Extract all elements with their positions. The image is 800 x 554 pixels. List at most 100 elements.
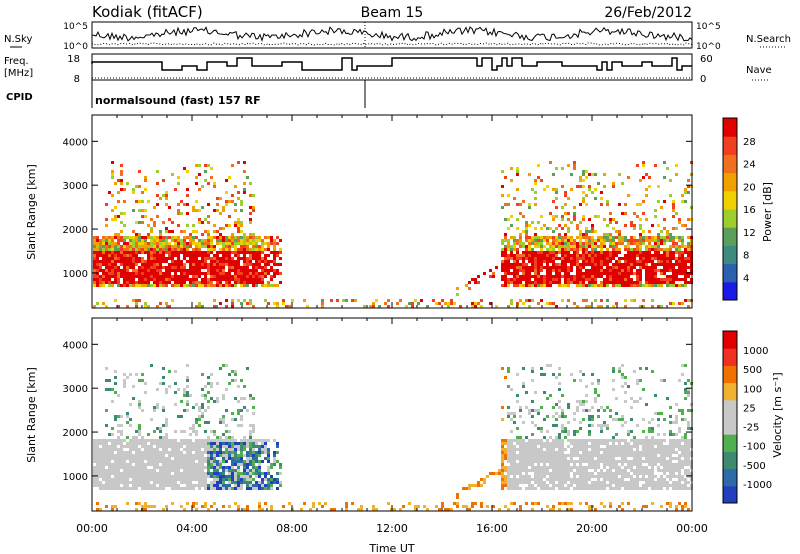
heatmap-cell [213, 442, 216, 445]
heatmap-cell [534, 254, 537, 257]
heatmap-cell [597, 263, 600, 266]
heatmap-cell [582, 448, 585, 451]
heatmap-cell [162, 367, 165, 370]
heatmap-cell [255, 487, 258, 490]
heatmap-cell [108, 379, 111, 382]
heatmap-cell [561, 415, 564, 418]
heatmap-cell [132, 281, 135, 284]
heatmap-cell [144, 269, 147, 272]
heatmap-cell [522, 442, 525, 445]
heatmap-cell [567, 251, 570, 254]
heatmap-cell [651, 451, 654, 454]
heatmap-cell [204, 421, 207, 424]
heatmap-cell [486, 475, 489, 478]
heatmap-cell [147, 236, 150, 239]
heatmap-cell [615, 302, 618, 305]
heatmap-cell [114, 382, 117, 385]
heatmap-cell [609, 269, 612, 272]
heatmap-cell [207, 251, 210, 254]
heatmap-cell [654, 251, 657, 254]
heatmap-cell [108, 388, 111, 391]
heatmap-cell [630, 263, 633, 266]
heatmap-cell [210, 445, 213, 448]
heatmap-cell [627, 460, 630, 463]
heatmap-cell [600, 305, 603, 308]
heatmap-cell [213, 502, 216, 505]
heatmap-cell [162, 469, 165, 472]
heatmap-cell [96, 478, 99, 481]
heatmap-cell [582, 466, 585, 469]
heatmap-cell [525, 266, 528, 269]
heatmap-cell [141, 436, 144, 439]
heatmap-cell [264, 478, 267, 481]
heatmap-cell [546, 364, 549, 367]
heatmap-cell [615, 266, 618, 269]
heatmap-cell [651, 260, 654, 263]
heatmap-cell [126, 275, 129, 278]
heatmap-cell [177, 487, 180, 490]
heatmap-cell [621, 478, 624, 481]
heatmap-cell [630, 221, 633, 224]
heatmap-cell [549, 242, 552, 245]
heatmap-cell [561, 463, 564, 466]
heatmap-cell [618, 481, 621, 484]
heatmap-cell [186, 245, 189, 248]
heatmap-cell [594, 266, 597, 269]
heatmap-cell [198, 302, 201, 305]
heatmap-cell [141, 221, 144, 224]
heatmap-cell [666, 257, 669, 260]
heatmap-cell [129, 439, 132, 442]
heatmap-cell [138, 475, 141, 478]
heatmap-cell [132, 448, 135, 451]
heatmap-cell [480, 502, 483, 505]
heatmap-cell [273, 463, 276, 466]
heatmap-cell [582, 251, 585, 254]
heatmap-cell [645, 275, 648, 278]
heatmap-cell [120, 275, 123, 278]
heatmap-cell [246, 454, 249, 457]
heatmap-cell [270, 487, 273, 490]
heatmap-cell [102, 242, 105, 245]
heatmap-cell [615, 242, 618, 245]
heatmap-cell [189, 257, 192, 260]
heatmap-cell [120, 466, 123, 469]
heatmap-cell [618, 487, 621, 490]
heatmap-cell [489, 269, 492, 272]
heatmap-cell [561, 442, 564, 445]
heatmap-cell [267, 272, 270, 275]
heatmap-cell [528, 478, 531, 481]
heatmap-cell [630, 478, 633, 481]
heatmap-cell [501, 367, 504, 370]
heatmap-cell [168, 460, 171, 463]
heatmap-cell [660, 263, 663, 266]
heatmap-cell [105, 478, 108, 481]
heatmap-cell [228, 260, 231, 263]
heatmap-cell [105, 245, 108, 248]
heatmap-cell [135, 251, 138, 254]
heatmap-cell [651, 478, 654, 481]
heatmap-cell [627, 430, 630, 433]
heatmap-cell [606, 445, 609, 448]
heatmap-cell [117, 442, 120, 445]
heatmap-cell [591, 373, 594, 376]
heatmap-cell [582, 266, 585, 269]
heatmap-cell [612, 478, 615, 481]
heatmap-cell [579, 439, 582, 442]
heatmap-cell [684, 188, 687, 191]
heatmap-cell [591, 278, 594, 281]
heatmap-cell [111, 263, 114, 266]
heatmap-cell [645, 173, 648, 176]
heatmap-cell [210, 278, 213, 281]
heatmap-cell [216, 209, 219, 212]
heatmap-cell [216, 197, 219, 200]
heatmap-cell [147, 305, 150, 308]
heatmap-cell [120, 239, 123, 242]
heatmap-cell [237, 278, 240, 281]
heatmap-cell [189, 272, 192, 275]
heatmap-cell [243, 406, 246, 409]
heatmap-cell [99, 284, 102, 287]
heatmap-cell [549, 481, 552, 484]
heatmap-cell [222, 394, 225, 397]
heatmap-cell [561, 266, 564, 269]
heatmap-cell [177, 248, 180, 251]
